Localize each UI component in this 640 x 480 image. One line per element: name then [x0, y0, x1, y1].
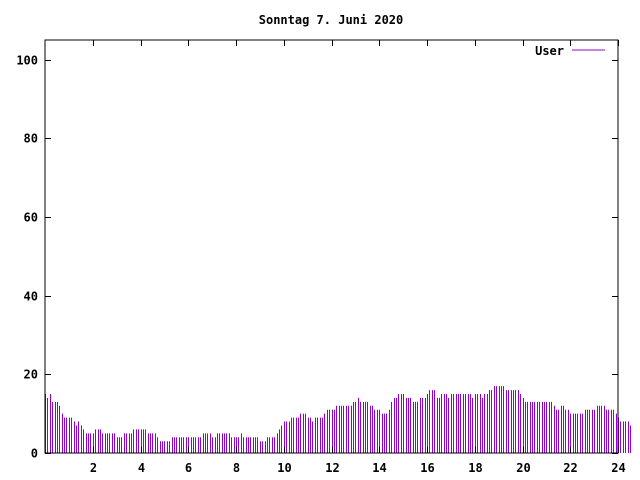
legend: User	[535, 44, 605, 58]
x-tick-label: 2	[90, 461, 97, 475]
x-tick-label: 18	[468, 461, 482, 475]
y-tick-label: 80	[24, 132, 38, 146]
y-axis: 0 20 40 60 80 100	[16, 54, 618, 461]
y-tick-label: 20	[24, 368, 38, 382]
x-tick-label: 22	[563, 461, 577, 475]
chart-title: Sonntag 7. Juni 2020	[259, 13, 404, 27]
y-tick-label: 40	[24, 290, 38, 304]
x-tick-label: 20	[516, 461, 530, 475]
x-tick-label: 4	[138, 461, 145, 475]
x-tick-label: 16	[420, 461, 434, 475]
legend-label-user: User	[535, 44, 564, 58]
x-tick-label: 24	[611, 461, 625, 475]
x-tick-label: 12	[325, 461, 339, 475]
plot-frame	[44, 39, 619, 454]
x-tick-label: 14	[372, 461, 386, 475]
y-tick-label: 60	[24, 211, 38, 225]
x-tick-label: 6	[185, 461, 192, 475]
x-tick-label: 8	[233, 461, 240, 475]
x-axis: 2 4 6 8 10 12 14 16 18 20 22 24	[90, 40, 626, 475]
y-tick-label: 100	[16, 54, 38, 68]
y-tick-label: 0	[31, 447, 38, 461]
series-bars	[45, 386, 631, 453]
x-tick-label: 10	[277, 461, 291, 475]
